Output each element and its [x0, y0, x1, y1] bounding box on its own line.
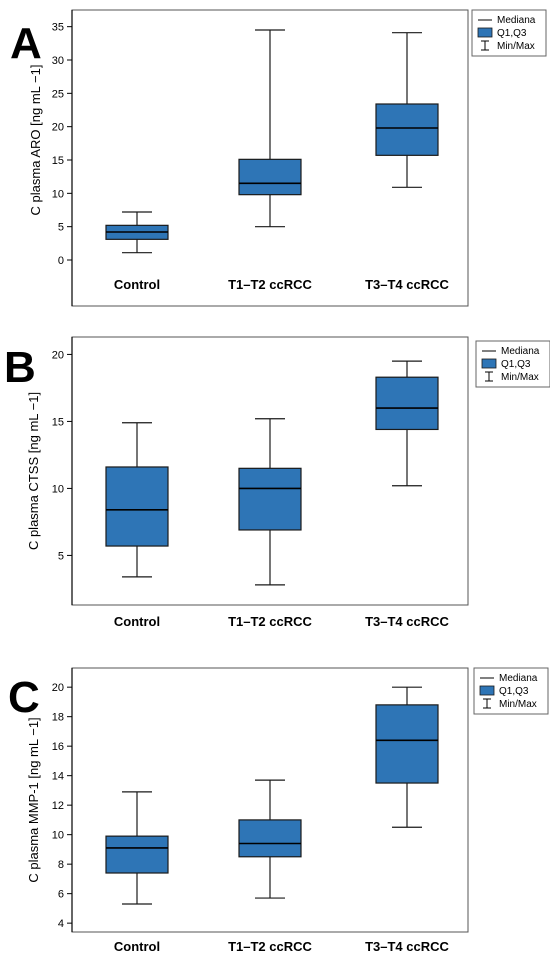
legend-whisker-label: Min/Max: [499, 699, 537, 710]
y-tick-label: 0: [58, 255, 64, 267]
legend-median-label: Mediana: [501, 346, 540, 357]
box-1: [105, 791, 169, 905]
category-label: T3–T4 ccRCC: [365, 614, 449, 629]
box-2: [238, 418, 302, 586]
y-axis-label: C plasma ARO [ng mL −1]: [28, 65, 43, 216]
iqr-box: [238, 467, 302, 531]
chart-panel-b: B 5 10 15 20 C plasma CTSS [ng mL −1] Control T…: [4, 336, 550, 629]
box-2: [238, 29, 302, 228]
panel-letter: B: [4, 343, 36, 392]
y-tick-label: 15: [52, 416, 64, 428]
category-label: T3–T4 ccRCC: [365, 277, 449, 292]
y-tick-label: 25: [52, 88, 64, 100]
box-3: [375, 686, 439, 828]
legend-box-swatch: [479, 685, 495, 696]
legend-box-swatch: [477, 27, 493, 38]
y-axis-label: C plasma CTSS [ng mL −1]: [26, 392, 41, 550]
box-2: [238, 779, 302, 899]
legend: Mediana Q1,Q3 Min/Max: [471, 9, 547, 57]
y-tick-label: 35: [52, 22, 64, 34]
panel-letter: C: [8, 673, 40, 722]
box-1: [105, 422, 169, 578]
y-tick-label: 5: [58, 550, 64, 562]
y-tick-label: 8: [58, 859, 64, 871]
legend-box-label: Q1,Q3: [497, 28, 527, 39]
legend-box-swatch: [481, 358, 497, 369]
y-tick-label: 5: [58, 222, 64, 234]
category-label: T1–T2 ccRCC: [228, 614, 312, 629]
y-tick-label: 14: [52, 771, 64, 783]
iqr-box: [375, 376, 439, 431]
y-tick-label: 10: [52, 483, 64, 495]
chart-panel-a: A 0 5 10 15 20 25 30 35 C plasma ARO [ng mL −1] Co…: [10, 9, 547, 307]
chart-panel-c: C 4 6 8 10 12 14 16 18 20 C plasma MMP-1 [ng mL −1…: [8, 667, 549, 954]
iqr-box: [238, 819, 302, 858]
y-tick-label: 10: [52, 830, 64, 842]
y-tick-label: 10: [52, 188, 64, 200]
iqr-box: [105, 466, 169, 547]
category-label: T3–T4 ccRCC: [365, 939, 449, 954]
y-tick-label: 16: [52, 741, 64, 753]
y-tick-label: 12: [52, 800, 64, 812]
legend-box-label: Q1,Q3: [499, 686, 529, 697]
iqr-box: [238, 158, 302, 196]
y-tick-label: 20: [52, 682, 64, 694]
legend-median-label: Mediana: [497, 15, 536, 26]
y-tick-label: 30: [52, 55, 64, 67]
y-tick-label: 4: [58, 918, 64, 930]
box-3: [375, 32, 439, 188]
box-3: [375, 360, 439, 487]
legend-box-label: Q1,Q3: [501, 359, 531, 370]
y-tick-label: 15: [52, 155, 64, 167]
legend-median-label: Mediana: [499, 673, 538, 684]
category-label: T1–T2 ccRCC: [228, 939, 312, 954]
category-label: Control: [114, 277, 160, 292]
y-tick-label: 20: [52, 122, 64, 134]
box-1: [105, 211, 169, 254]
iqr-box: [375, 103, 439, 156]
category-label: Control: [114, 939, 160, 954]
legend-whisker-label: Min/Max: [497, 41, 535, 52]
legend: Mediana Q1,Q3 Min/Max: [475, 340, 550, 388]
legend: Mediana Q1,Q3 Min/Max: [473, 667, 549, 715]
y-axis-label: C plasma MMP-1 [ng mL −1]: [26, 717, 41, 882]
panel-letter: A: [10, 19, 42, 68]
y-tick-label: 20: [52, 349, 64, 361]
y-tick-label: 18: [52, 712, 64, 724]
category-label: T1–T2 ccRCC: [228, 277, 312, 292]
category-label: Control: [114, 614, 160, 629]
iqr-box: [375, 704, 439, 784]
y-tick-label: 6: [58, 889, 64, 901]
legend-whisker-label: Min/Max: [501, 372, 539, 383]
iqr-box: [105, 835, 169, 874]
